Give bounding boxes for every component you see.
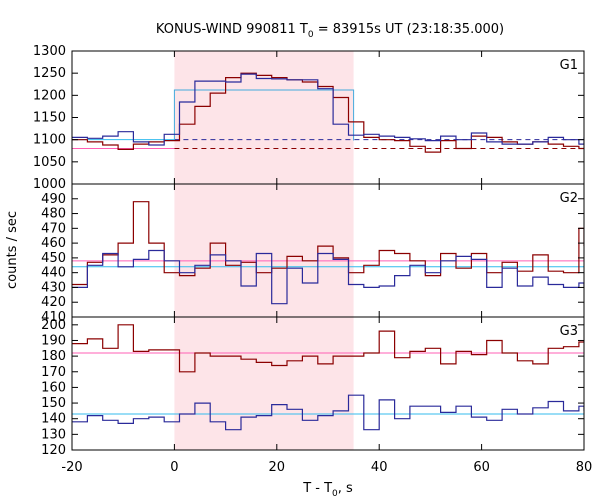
panel-label: G2 bbox=[560, 191, 578, 206]
y-axis-label: counts / sec bbox=[5, 211, 20, 289]
y-tick-label: 120 bbox=[41, 443, 66, 458]
y-tick-label: 180 bbox=[41, 349, 66, 364]
model-profile bbox=[173, 89, 355, 141]
panel-frame bbox=[71, 316, 585, 451]
panel-plot-area bbox=[72, 201, 584, 305]
panel-plot-area bbox=[72, 72, 584, 153]
series-b-step-line bbox=[72, 73, 584, 146]
panel-g1: 1000 1050 1100 1150 1200 1250 1300 G1 bbox=[33, 44, 585, 192]
panel-plot-area bbox=[72, 324, 584, 431]
y-tick-label: 1250 bbox=[33, 66, 66, 81]
y-tick-label: 480 bbox=[41, 207, 66, 222]
y-tick-label: 460 bbox=[41, 236, 66, 251]
x-tick-label: 0 bbox=[170, 460, 178, 475]
series-a-step-line bbox=[72, 324, 584, 373]
series-b-step-line bbox=[72, 394, 584, 431]
x-tick-label: 60 bbox=[473, 460, 490, 475]
y-tick-label: 1200 bbox=[33, 88, 66, 103]
x-tick-label: 80 bbox=[576, 460, 593, 475]
y-tick-label: 1300 bbox=[33, 44, 66, 59]
highlight-interval bbox=[174, 317, 354, 450]
y-tick-label: 1100 bbox=[33, 133, 66, 148]
y-tick-label: 490 bbox=[41, 192, 66, 207]
y-tick-label: 1150 bbox=[33, 111, 66, 126]
panel-label: G3 bbox=[560, 324, 578, 339]
panels-group: 1000105011001150120012501300G14104204304… bbox=[33, 44, 585, 458]
y-tick-label: 200 bbox=[41, 318, 66, 333]
y-tick-label: 150 bbox=[41, 396, 66, 411]
chart-title: KONUS-WIND 990811 T0 = 83915s UT (23:18:… bbox=[156, 22, 504, 40]
highlight-interval bbox=[174, 51, 354, 184]
y-tick-label: 130 bbox=[41, 427, 66, 442]
y-tick-label: 440 bbox=[41, 266, 66, 281]
series-b-step-line bbox=[72, 249, 584, 305]
x-tick-label: 40 bbox=[371, 460, 388, 475]
y-tick-label: 1050 bbox=[33, 155, 66, 170]
panel-label: G1 bbox=[560, 58, 578, 73]
y-tick-label: 430 bbox=[41, 280, 66, 295]
x-tick-label: 20 bbox=[269, 460, 286, 475]
highlight-interval bbox=[174, 184, 354, 317]
y-tick-label: 470 bbox=[41, 221, 66, 236]
x-axis-label: T - T0, s bbox=[302, 481, 353, 499]
y-tick-label: 420 bbox=[41, 295, 66, 310]
y-tick-label: 1000 bbox=[33, 177, 66, 192]
y-tick-label: 190 bbox=[41, 333, 66, 348]
y-tick-label: 160 bbox=[41, 380, 66, 395]
y-tick-label: 140 bbox=[41, 412, 66, 427]
x-axis-tick-labels: -20 0 20 40 60 80 bbox=[61, 460, 592, 475]
y-tick-label: 410 bbox=[41, 310, 66, 325]
y-tick-label: 170 bbox=[41, 365, 66, 380]
x-tick-label: -20 bbox=[61, 460, 82, 475]
y-tick-label: 450 bbox=[41, 251, 66, 266]
